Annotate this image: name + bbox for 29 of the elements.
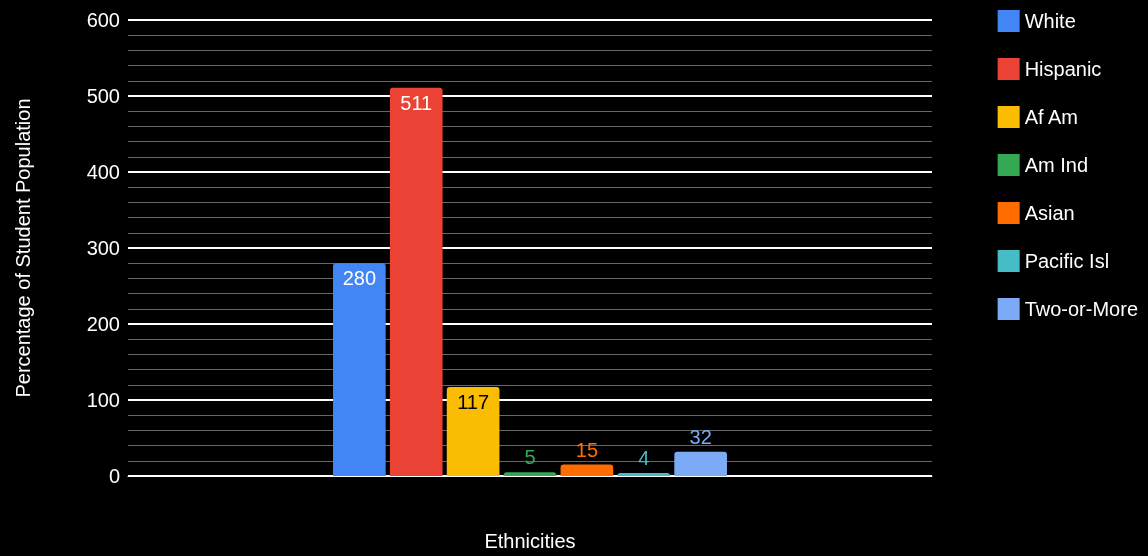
bar	[333, 263, 386, 476]
x-axis-title: Ethnicities	[484, 530, 576, 552]
y-tick-label: 200	[86, 313, 120, 335]
data-label: 32	[689, 425, 712, 448]
legend-label: White	[1024, 10, 1076, 32]
y-tick-label: 300	[86, 237, 120, 259]
data-label: 511	[400, 91, 433, 114]
legend-label: Hispanic	[1024, 58, 1102, 80]
legend-label: Pacific Isl	[1024, 250, 1110, 272]
data-label: 280	[342, 267, 377, 290]
y-tick-label: 400	[86, 161, 120, 183]
legend-label: Two-or-More	[1024, 298, 1139, 320]
y-tick-label: 100	[86, 389, 120, 411]
bar	[674, 451, 727, 476]
data-label: 15	[575, 438, 599, 461]
y-tick-label: 500	[86, 85, 120, 107]
bar	[617, 472, 671, 476]
legend-label: Am Ind	[1024, 154, 1089, 176]
bar	[560, 464, 614, 476]
legend-label: Asian	[1024, 202, 1075, 224]
legend-label: Af Am	[1024, 106, 1079, 128]
bar	[389, 87, 443, 476]
bar	[446, 387, 500, 476]
data-label: 4	[638, 446, 650, 469]
bar	[503, 472, 557, 476]
y-tick-label: 0	[108, 465, 120, 487]
y-tick-label: 600	[86, 9, 120, 31]
data-label: 117	[457, 391, 490, 414]
y-axis-title: Percentage of Student Population	[12, 98, 34, 398]
